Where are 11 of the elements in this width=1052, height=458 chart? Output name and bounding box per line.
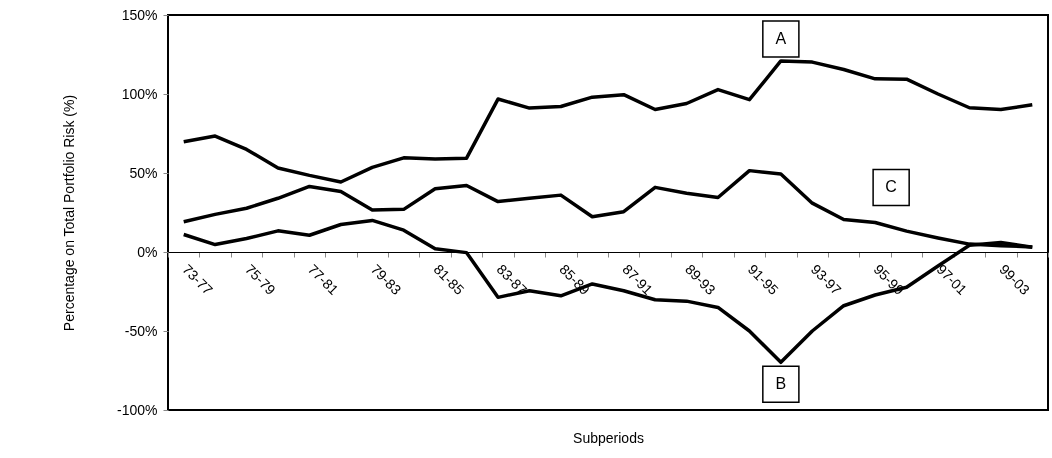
y-tick-label: 50%: [129, 164, 158, 181]
y-tick-label: -50%: [124, 322, 158, 339]
series-label: B: [775, 375, 787, 393]
y-tick-label: -100%: [117, 401, 158, 418]
y-axis-title: Percentage on Total Portfolio Risk (%): [61, 94, 78, 332]
series-label: C: [885, 178, 897, 196]
y-tick-label: 150%: [121, 6, 158, 23]
y-tick-label: 0%: [137, 243, 158, 260]
series-label: A: [775, 29, 787, 47]
y-tick-label: 100%: [121, 85, 158, 102]
x-axis-title: Subperiods: [573, 429, 644, 446]
